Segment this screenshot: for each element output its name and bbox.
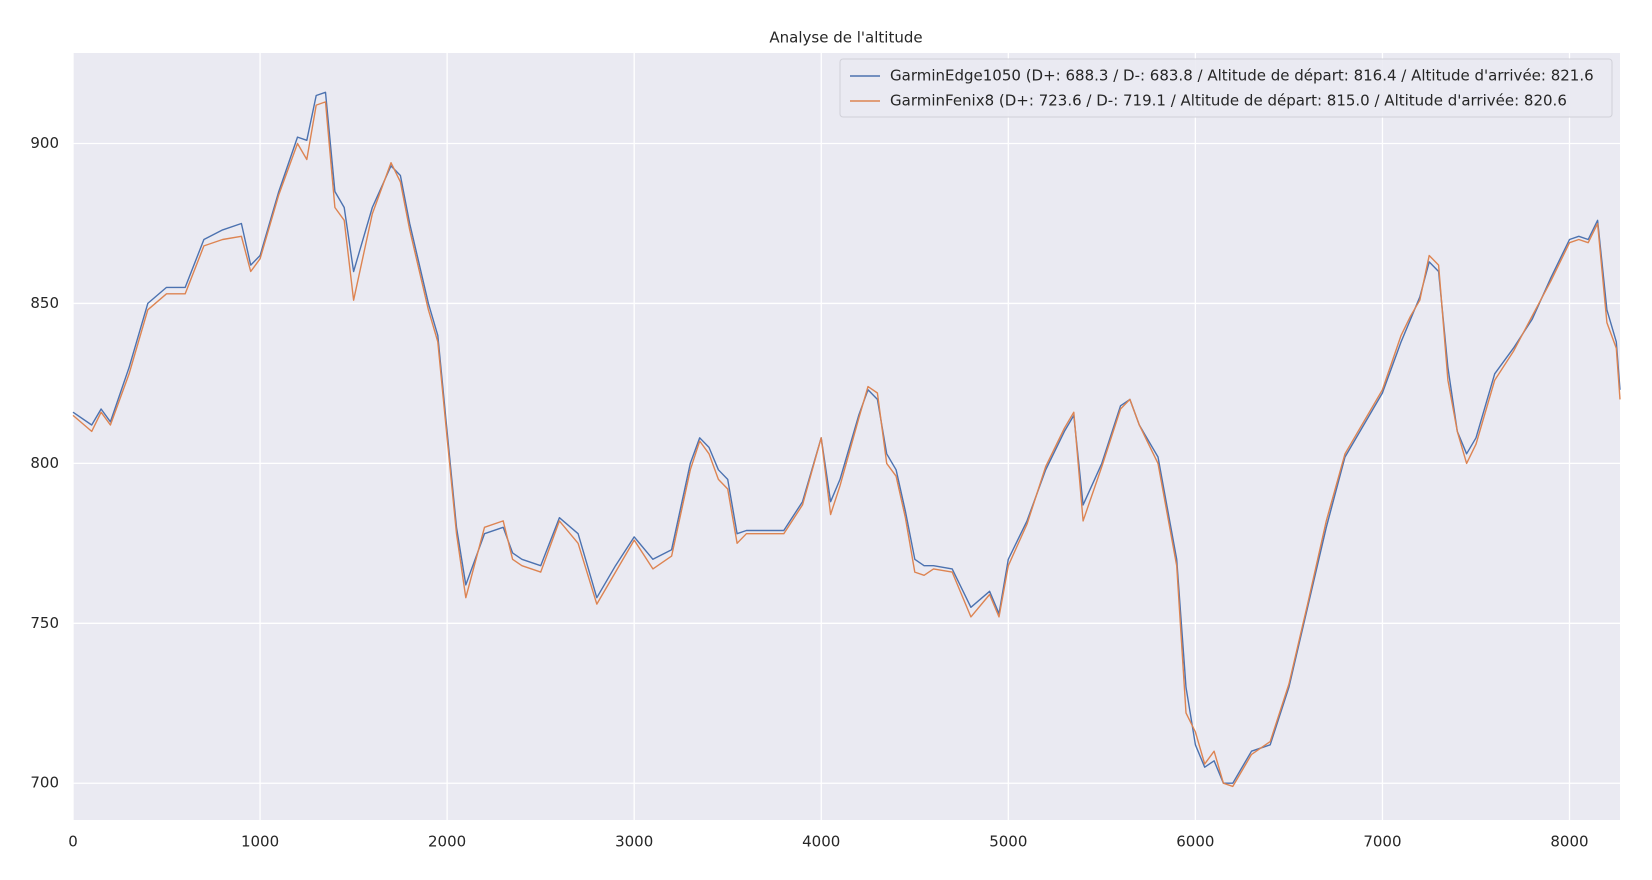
y-tick-label: 800 — [30, 454, 59, 472]
plot-area — [73, 53, 1620, 820]
line-series — [72, 91, 1621, 784]
chart-title: Analyse de l'altitude — [769, 29, 922, 47]
x-tick-label: 4000 — [802, 833, 840, 851]
legend-label: GarminFenix8 (D+: 723.6 / D-: 719.1 / Al… — [890, 92, 1567, 110]
x-tick-label: 7000 — [1363, 833, 1401, 851]
legend-box — [839, 58, 1613, 118]
line-series — [72, 101, 1621, 788]
legend-label: GarminEdge1050 (D+: 688.3 / D-: 683.8 / … — [890, 67, 1594, 85]
y-tick-label: 700 — [30, 774, 59, 792]
x-tick-label: 0 — [68, 833, 78, 851]
x-tick-label: 3000 — [615, 833, 653, 851]
x-tick-label: 5000 — [989, 833, 1027, 851]
y-tick-label: 750 — [30, 614, 59, 632]
y-tick-label: 900 — [30, 134, 59, 152]
x-tick-label: 2000 — [428, 833, 466, 851]
x-tick-label: 8000 — [1550, 833, 1588, 851]
y-tick-label: 850 — [30, 294, 59, 312]
x-tick-label: 1000 — [241, 833, 279, 851]
x-tick-label: 6000 — [1176, 833, 1214, 851]
